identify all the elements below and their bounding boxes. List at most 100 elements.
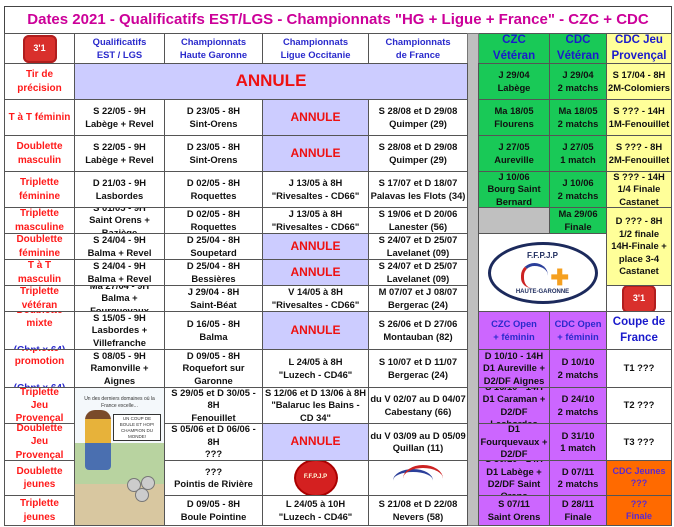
ligue-logo: F.F.P.J.P: [293, 461, 338, 495]
event-cell: du V 02/07 au D 04/07 Cabestany (66): [368, 387, 468, 424]
page-title: Dates 2021 - Qualificatifs EST/LGS - Cha…: [4, 6, 672, 34]
jeu-provencal-cell: S ??? - 8H 2M-Fenouillet: [606, 135, 672, 172]
row-label: Doublette Jeu Provençal: [4, 423, 75, 461]
open-cell: D 24/10 2 matchs: [549, 387, 607, 424]
open-cell: S 07/11 Saint Orens: [478, 495, 550, 526]
player-figure: [85, 410, 111, 470]
row-label-text: Doublette Jeu Provençal: [15, 423, 64, 461]
row-label-text: Triplette promotion: [14, 350, 65, 368]
veteran-cell: J 29/04 2 matchs: [549, 63, 607, 100]
event-cell: S 24/04 - 9H Balma + Revel: [74, 259, 165, 286]
column-header: Championnats de France: [368, 33, 468, 64]
event-cell: D 09/05 - 8H Boule Pointine: [164, 495, 263, 526]
column-header: Qualificatifs EST / LGS: [74, 33, 165, 64]
annule-cell: ANNULE: [262, 99, 369, 136]
france-logo: [388, 463, 448, 493]
open-cell: S 16/10 - 14H D1 Caraman + D2/DF Lasbord…: [478, 387, 550, 424]
speech-bubble: Un coup de boule et hop! Champion du mon…: [113, 414, 161, 442]
row-label-text: Triplette féminine: [18, 177, 61, 202]
event-cell: J 13/05 à 8H "Rivesaltes - CD66": [262, 207, 369, 234]
row-label-text: Tir de précision: [17, 69, 62, 94]
france-logo-cell: [368, 460, 468, 496]
annule-banner: ANNULE: [74, 63, 468, 100]
row-label-text: Doublette masculin: [16, 141, 63, 166]
event-cell: M 07/07 et J 08/07 Bergerac (24): [368, 285, 468, 312]
row-label-note: (Chpt x 64): [14, 382, 66, 387]
event-cell: S 24/07 et D 25/07 Lavelanet (09): [368, 259, 468, 286]
column-header: Championnats Ligue Occitanie: [262, 33, 369, 64]
event-cell: S 29/05 et D 30/05 - 8H Fenouillet: [164, 387, 263, 424]
column-header: CZC Vétéran: [478, 33, 550, 64]
club-logo-cell: 3'1: [4, 33, 75, 64]
event-cell: J 29/04 - 8H Saint-Béat: [164, 285, 263, 312]
event-cell: D 02/05 - 8H Roquettes: [164, 207, 263, 234]
event-cell: D 25/04 - 8H Soupetard: [164, 233, 263, 260]
annule-cell: ANNULE: [262, 233, 369, 260]
event-cell: D 09/05 - 8H Roquefort sur Garonne: [164, 349, 263, 388]
jeu-provencal-cell: S 17/04 - 8H 2M-Colomiers: [606, 63, 672, 100]
open-cell: D 10/10 - 14H D1 Aureville + D2/DF Aigne…: [478, 349, 550, 388]
event-cell: J 13/05 à 8H "Rivesaltes - CD66": [262, 171, 369, 208]
row-label: Triplette Jeu Provençal: [4, 387, 75, 424]
event-cell: S 26/06 et D 27/06 Montauban (82): [368, 311, 468, 350]
event-cell: S 05/06 et D 06/06 - 8H ???: [164, 423, 263, 461]
column-header: Championnats Haute Garonne: [164, 33, 263, 64]
column-header: Coupe de France: [606, 311, 672, 350]
row-label-text: Triplette vétéran: [20, 286, 59, 311]
row-label-text: T à T masculin: [17, 260, 62, 285]
event-cell: S 15/05 - 9H Lasbordes + Villefranche: [74, 311, 165, 350]
event-cell: S 28/08 et D 29/08 Quimper (29): [368, 135, 468, 172]
row-label: T à T masculin: [4, 259, 75, 286]
row-label-text: Triplette masculine: [15, 208, 64, 233]
veteran-cell: J 29/04 Labège: [478, 63, 550, 100]
row-label: Doublette féminine: [4, 233, 75, 260]
coupe-cell: T2 ???: [606, 387, 672, 424]
row-label-text: T à T féminin: [8, 111, 71, 123]
annule-cell: ANNULE: [262, 423, 369, 461]
column-header: CZC Open + féminin: [478, 311, 550, 350]
row-label: Triplette vétéran: [4, 285, 75, 312]
cdc-veteran-final: Ma 29/06 Finale: [549, 207, 607, 234]
event-cell: Ma 27/04 - 9H Balma + Fourquevaux: [74, 285, 165, 312]
row-label: Triplette féminine: [4, 171, 75, 208]
open-cell: D 07/11 2 matchs: [549, 460, 607, 496]
event-cell: S 21/08 et D 22/08 Nevers (58): [368, 495, 468, 526]
row-label: Tir de précision: [4, 63, 75, 100]
veteran-cell: Ma 18/05 Flourens: [478, 99, 550, 136]
coupe-cell: T1 ???: [606, 349, 672, 388]
event-cell: L 24/05 à 10H "Luzech - CD46": [262, 495, 369, 526]
event-cell: du V 03/09 au D 05/09 Quillan (11): [368, 423, 468, 461]
event-cell: D 02/05 - 8H Roquettes: [164, 171, 263, 208]
event-cell: D 21/03 - 9H Lasbordes: [74, 171, 165, 208]
row-label: Triplette masculine: [4, 207, 75, 234]
annule-cell: ANNULE: [262, 259, 369, 286]
jeu-provencal-cell: S ??? - 14H 1/4 Finale Castanet: [606, 171, 672, 208]
veteran-cell: J 27/05 1 match: [549, 135, 607, 172]
column-header: CDC Jeu Provençal: [606, 33, 672, 64]
annule-cell: ANNULE: [262, 135, 369, 172]
row-label: Triplette promotion (Chpt x 64): [4, 349, 75, 388]
row-label: T à T féminin: [4, 99, 75, 136]
row-label-text: Triplette jeunes: [20, 498, 59, 523]
event-cell: S 17/07 et D 18/07 Palavas les Flots (34…: [368, 171, 468, 208]
club-logo-cell: 3'1: [606, 285, 672, 312]
event-cell: S 10/07 et D 11/07 Bergerac (24): [368, 349, 468, 388]
open-cell: D 31/10 1 match: [549, 423, 607, 461]
cartoon-image: Un des derniers domaines où la France ex…: [74, 387, 165, 526]
event-cell: L 24/05 à 8H "Luzech - CD46": [262, 349, 369, 388]
column-header: CDC Open + féminin: [549, 311, 607, 350]
jeu-provencal-cell: S ??? - 14H 1M-Fenouillet: [606, 99, 672, 136]
veteran-cell: J 27/05 Aureville: [478, 135, 550, 172]
event-cell: S 01/05 - 9H Saint Orens + Baziège: [74, 207, 165, 234]
row-label: Triplette jeunes: [4, 495, 75, 526]
column-header: CDC Vétéran: [549, 33, 607, 64]
event-cell: S 08/05 - 9H Ramonville + Aignes: [74, 349, 165, 388]
annule-cell: ANNULE: [262, 311, 369, 350]
row-label-text: Triplette Jeu Provençal: [15, 387, 64, 424]
cartoon-caption: Un des derniers domaines où la France ex…: [84, 396, 155, 409]
veteran-cell: Ma 18/05 2 matchs: [549, 99, 607, 136]
row-label: Doublette masculin: [4, 135, 75, 172]
event-cell: D 16/05 - 8H Balma: [164, 311, 263, 350]
coupe-cell: ??? Finale: [606, 495, 672, 526]
row-label-text: Doublette féminine: [16, 234, 63, 259]
